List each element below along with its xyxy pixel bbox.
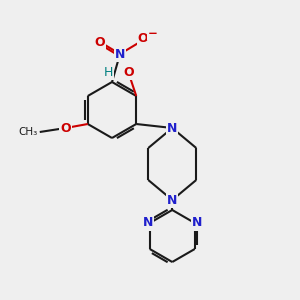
Text: O: O <box>60 122 71 134</box>
Text: N: N <box>167 122 177 134</box>
Text: O: O <box>138 32 148 46</box>
Text: O: O <box>123 65 134 79</box>
Text: CH₃: CH₃ <box>19 127 38 137</box>
Text: H: H <box>103 65 113 79</box>
Text: N: N <box>142 217 153 230</box>
Text: N: N <box>192 217 202 230</box>
Text: −: − <box>148 26 158 40</box>
Text: O: O <box>95 35 105 49</box>
Text: N: N <box>167 194 177 206</box>
Text: N: N <box>115 47 125 61</box>
